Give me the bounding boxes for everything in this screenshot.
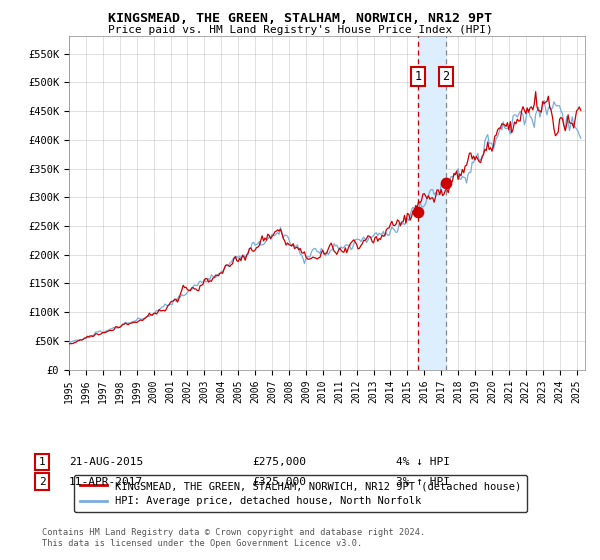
KINGSMEAD, THE GREEN, STALHAM, NORWICH, NR12 9PT (detached house) bbox=[85, 333, 92, 340]
Text: KINGSMEAD, THE GREEN, STALHAM, NORWICH, NR12 9PT: KINGSMEAD, THE GREEN, STALHAM, NORWICH, … bbox=[108, 12, 492, 25]
HPI: Average price, detached house, North Norfolk: (2e+03, 4.5e+04): Average price, detached house, North Nor… bbox=[65, 340, 73, 347]
Point bbox=[441, 179, 451, 188]
HPI: Average price, detached house, North Norfolk: (2e+03, 5.12e+04): Average price, detached house, North Nor… bbox=[73, 337, 80, 343]
Text: 2: 2 bbox=[38, 477, 46, 487]
Text: 21-AUG-2015: 21-AUG-2015 bbox=[69, 457, 143, 467]
HPI: Average price, detached house, North Norfolk: (2e+03, 1.52e+05): Average price, detached house, North Nor… bbox=[195, 279, 202, 286]
KINGSMEAD, THE GREEN, STALHAM, NORWICH, NR12 9PT (detached house) bbox=[68, 340, 76, 347]
HPI: Average price, detached house, North Norfolk: (2.02e+03, 3.04e+05): Average price, detached house, North Nor… bbox=[425, 192, 432, 198]
Legend: KINGSMEAD, THE GREEN, STALHAM, NORWICH, NR12 9PT (detached house), HPI: Average : KINGSMEAD, THE GREEN, STALHAM, NORWICH, … bbox=[74, 475, 527, 512]
Text: 1: 1 bbox=[415, 70, 422, 83]
KINGSMEAD, THE GREEN, STALHAM, NORWICH, NR12 9PT (detached house) bbox=[65, 340, 73, 347]
HPI: Average price, detached house, North Norfolk: (2.03e+03, 4.03e+05): Average price, detached house, North Nor… bbox=[577, 135, 584, 142]
Text: 2: 2 bbox=[442, 70, 449, 83]
HPI: Average price, detached house, North Norfolk: (2e+03, 5.58e+04): Average price, detached house, North Nor… bbox=[85, 334, 92, 341]
Text: 4% ↓ HPI: 4% ↓ HPI bbox=[396, 457, 450, 467]
KINGSMEAD, THE GREEN, STALHAM, NORWICH, NR12 9PT (detached house) bbox=[73, 339, 80, 346]
Bar bbox=[418, 36, 446, 370]
Text: 11-APR-2017: 11-APR-2017 bbox=[69, 477, 143, 487]
KINGSMEAD, THE GREEN, STALHAM, NORWICH, NR12 9PT (detached house) bbox=[577, 107, 584, 114]
KINGSMEAD, THE GREEN, STALHAM, NORWICH, NR12 9PT (detached house) bbox=[425, 193, 432, 199]
KINGSMEAD, THE GREEN, STALHAM, NORWICH, NR12 9PT (detached house) bbox=[195, 287, 202, 294]
Text: Price paid vs. HM Land Registry's House Price Index (HPI): Price paid vs. HM Land Registry's House … bbox=[107, 25, 493, 35]
KINGSMEAD, THE GREEN, STALHAM, NORWICH, NR12 9PT (detached house) bbox=[532, 88, 539, 95]
Text: 1: 1 bbox=[38, 457, 46, 467]
Line: KINGSMEAD, THE GREEN, STALHAM, NORWICH, NR12 9PT (detached house): KINGSMEAD, THE GREEN, STALHAM, NORWICH, … bbox=[69, 92, 581, 344]
KINGSMEAD, THE GREEN, STALHAM, NORWICH, NR12 9PT (detached house) bbox=[133, 319, 140, 326]
Text: Contains HM Land Registry data © Crown copyright and database right 2024.
This d: Contains HM Land Registry data © Crown c… bbox=[42, 528, 425, 548]
HPI: Average price, detached house, North Norfolk: (2e+03, 8.63e+04): Average price, detached house, North Nor… bbox=[133, 317, 140, 324]
HPI: Average price, detached house, North Norfolk: (2.02e+03, 4.69e+05): Average price, detached house, North Nor… bbox=[541, 97, 548, 104]
Text: 3% ↑ HPI: 3% ↑ HPI bbox=[396, 477, 450, 487]
Text: £325,000: £325,000 bbox=[252, 477, 306, 487]
Point bbox=[413, 207, 423, 216]
HPI: Average price, detached house, North Norfolk: (2e+03, 4.88e+04): Average price, detached house, North Nor… bbox=[68, 338, 76, 345]
Line: HPI: Average price, detached house, North Norfolk: HPI: Average price, detached house, Nort… bbox=[69, 100, 581, 344]
Text: £275,000: £275,000 bbox=[252, 457, 306, 467]
